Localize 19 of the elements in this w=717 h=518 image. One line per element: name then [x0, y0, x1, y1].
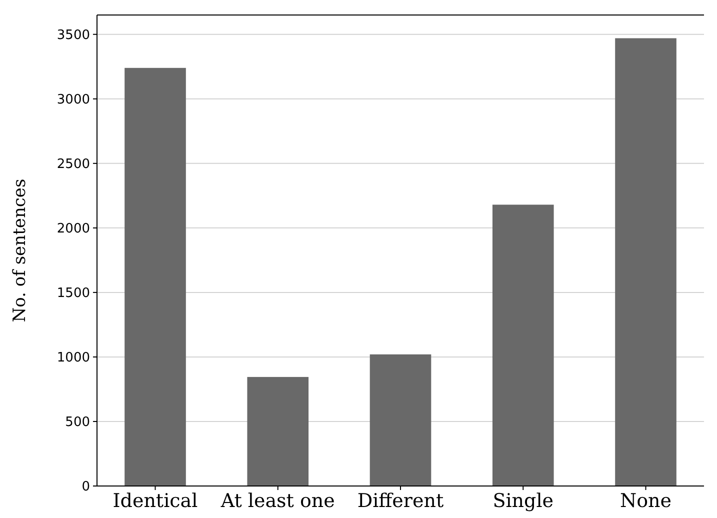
x-tick-label: Single	[492, 490, 554, 512]
x-tick-label: Identical	[112, 490, 198, 512]
x-tick-label: At least one	[220, 490, 335, 512]
y-axis-title: No. of sentences	[10, 178, 30, 322]
y-tick-label: 2000	[56, 221, 90, 236]
y-tick-label: 1000	[56, 350, 90, 366]
x-tick-label: None	[620, 490, 672, 512]
y-tick-label: 500	[65, 415, 90, 430]
x-tick-label: Different	[357, 490, 444, 512]
y-tick-label: 2500	[56, 156, 90, 172]
y-tick-label: 3000	[56, 92, 90, 108]
bar	[247, 376, 309, 486]
bar	[492, 204, 554, 486]
bar	[124, 68, 186, 486]
y-tick-label: 0	[82, 480, 90, 495]
y-tick-label: 3500	[56, 28, 90, 43]
y-tick-label: 1500	[56, 286, 90, 301]
bar	[615, 38, 676, 486]
bar	[370, 354, 432, 486]
